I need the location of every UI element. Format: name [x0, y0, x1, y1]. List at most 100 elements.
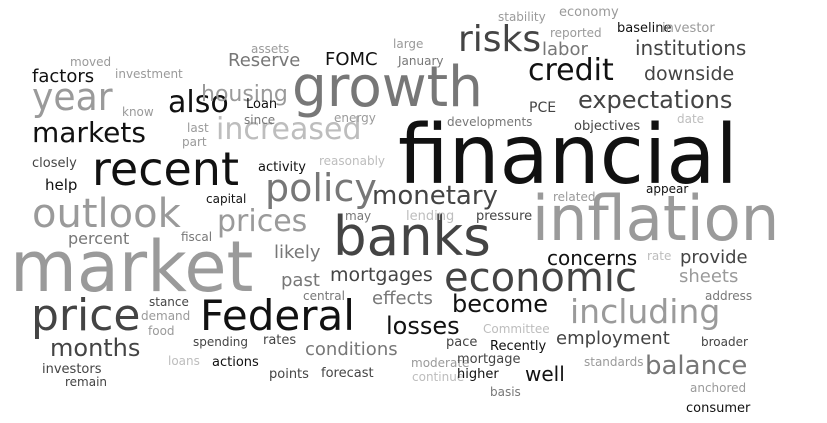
- word-downside: downside: [644, 63, 735, 85]
- word-food: food: [148, 324, 175, 338]
- word-remain: remain: [65, 375, 108, 389]
- word-actions: actions: [212, 355, 259, 370]
- word-housing: housing: [201, 82, 288, 107]
- word-economy: economy: [559, 5, 619, 20]
- word-investors: investors: [42, 362, 102, 377]
- word-basis: basis: [490, 385, 521, 399]
- word-objectives: objectives: [574, 119, 641, 134]
- word-appear: appear: [646, 182, 689, 196]
- word-moved: moved: [70, 55, 112, 69]
- word-reserve: Reserve: [228, 50, 301, 71]
- word-fiscal: fiscal: [181, 230, 213, 244]
- word-financial: financial: [398, 108, 738, 203]
- word-january: January: [398, 54, 444, 68]
- word-continue: continue: [412, 370, 465, 384]
- word-points: points: [269, 367, 309, 382]
- word-provide: provide: [680, 247, 748, 268]
- word-investor: investor: [662, 21, 715, 36]
- word-demand: demand: [141, 309, 191, 323]
- word-federal: Federal: [200, 291, 355, 340]
- word-date: date: [677, 112, 705, 126]
- word-broader: broader: [701, 335, 748, 349]
- word-may: may: [345, 209, 372, 223]
- word-large: large: [393, 37, 424, 51]
- word-activity: activity: [258, 160, 306, 175]
- word-employment: employment: [556, 328, 670, 349]
- word-stance: stance: [149, 295, 189, 309]
- word-losses: losses: [386, 312, 460, 340]
- word-related: related: [553, 190, 596, 204]
- word-last: last: [187, 121, 209, 135]
- word-spending: spending: [193, 335, 249, 349]
- word-effects: effects: [372, 288, 433, 309]
- word-rates: rates: [263, 333, 297, 348]
- word-committee: Committee: [483, 322, 550, 336]
- word-factors: factors: [32, 66, 95, 87]
- word-credit: credit: [528, 53, 614, 88]
- word-mortgage: mortgage: [457, 352, 521, 367]
- word-well: well: [525, 362, 565, 386]
- word-rate: rate: [647, 249, 672, 263]
- word-sheets: sheets: [679, 266, 739, 287]
- word-since: since: [244, 113, 276, 127]
- word-past: past: [281, 270, 320, 291]
- word-reasonably: reasonably: [319, 154, 386, 168]
- word-concerns: concerns: [547, 246, 638, 270]
- word-conditions: conditions: [305, 339, 398, 360]
- word-also: also: [168, 85, 229, 120]
- word-institutions: institutions: [635, 36, 747, 60]
- word-increased: increased: [216, 112, 362, 147]
- word-become: become: [452, 290, 549, 318]
- word-standards: standards: [584, 355, 644, 369]
- word-banks: banks: [333, 205, 491, 268]
- word-loans: loans: [168, 354, 200, 368]
- word-percent: percent: [68, 229, 130, 248]
- word-moderate: moderate: [411, 356, 470, 370]
- word-developments: developments: [447, 115, 533, 129]
- word-balance: balance: [645, 351, 748, 381]
- word-economic: economic: [444, 255, 637, 301]
- word-reported: reported: [550, 26, 602, 40]
- word-mortgages: mortgages: [330, 264, 433, 286]
- word-including: including: [570, 292, 721, 331]
- word-anchored: anchored: [690, 381, 747, 395]
- word-recent: recent: [92, 142, 239, 196]
- word-expectations: expectations: [578, 86, 733, 114]
- word-fomc: FOMC: [325, 49, 378, 70]
- word-pace: pace: [446, 335, 478, 350]
- word-energy: energy: [334, 111, 376, 125]
- word-prices: prices: [217, 204, 308, 239]
- word-closely: closely: [32, 156, 77, 171]
- word-investment: investment: [115, 67, 183, 81]
- word-loan: Loan: [246, 97, 278, 112]
- word-central: central: [303, 289, 345, 303]
- word-outlook: outlook: [32, 191, 181, 237]
- word-recently: Recently: [490, 339, 547, 354]
- word-months: months: [50, 334, 141, 362]
- word-help: help: [45, 176, 78, 194]
- word-forecast: forecast: [321, 366, 374, 381]
- word-price: price: [31, 290, 141, 341]
- word-markets: markets: [32, 116, 146, 149]
- word-monetary: monetary: [372, 181, 498, 211]
- word-risks: risks: [458, 19, 542, 60]
- word-pressure: pressure: [476, 209, 533, 224]
- word-market: market: [10, 226, 254, 308]
- word-growth: growth: [292, 55, 483, 120]
- word-assets: assets: [251, 42, 290, 56]
- word-likely: likely: [274, 242, 321, 263]
- word-year: year: [32, 75, 113, 119]
- word-labor: labor: [542, 39, 588, 60]
- word-lending: lending: [406, 209, 455, 224]
- word-part: part: [182, 135, 207, 149]
- word-address: address: [705, 289, 753, 303]
- word-know: know: [122, 105, 154, 119]
- word-consumer: consumer: [686, 401, 751, 416]
- word-higher: higher: [457, 367, 499, 382]
- word-policy: policy: [265, 166, 377, 210]
- word-stability: stability: [498, 10, 546, 24]
- word-pce: PCE: [529, 100, 557, 116]
- word-capital: capital: [206, 192, 247, 206]
- word-baseline: baseline: [617, 21, 672, 36]
